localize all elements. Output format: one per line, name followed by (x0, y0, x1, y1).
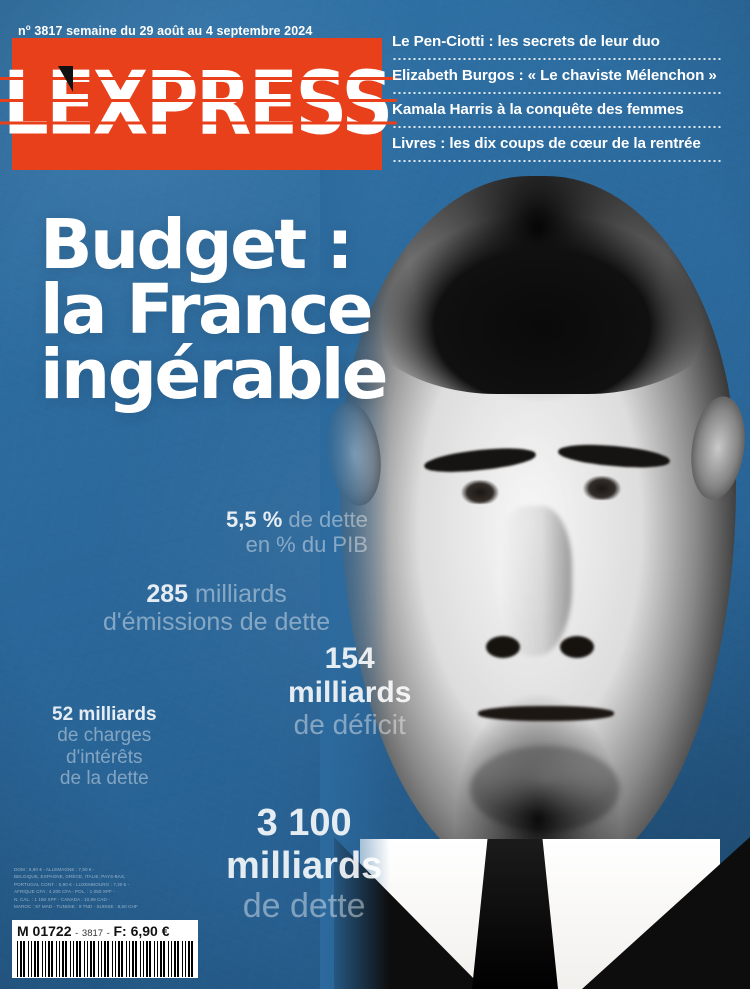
stat-dette-pib: 5,5 % de dette en % du PIB (226, 507, 368, 557)
teaser-list: Le Pen-Ciotti : les secrets de leur duo … (392, 26, 722, 162)
headline-line-2: la France (40, 269, 374, 350)
stat-label: de dette (242, 887, 366, 926)
portrait-eye-left (448, 480, 512, 504)
price-line: BELGIQUE, ESPAGNE, GRÈCE, ITALIE, PAYS-B… (14, 874, 126, 880)
barcode-separator: - (75, 928, 79, 939)
stat-label: d'émissions de dette (103, 608, 331, 636)
portrait-nostril-left (486, 636, 520, 658)
stat-label: milliards (78, 704, 157, 725)
portrait-suit-right (582, 837, 750, 989)
cover-price: F: 6,90 € (113, 923, 170, 939)
stat-label: de dette (288, 507, 368, 532)
masthead-logo[interactable]: LEXPRESS (0, 38, 397, 170)
cover-portrait-photo (320, 150, 750, 989)
teaser-headline[interactable]: Elizabeth Burgos : « Le chaviste Mélench… (392, 67, 717, 84)
stat-number: 52 (52, 704, 74, 725)
portrait-nostril-right (560, 636, 594, 658)
portrait-edge-fade (320, 150, 390, 989)
barcode-panel: M 01722 - 3817 - F: 6,90 € (12, 920, 198, 978)
stat-label: de charges (57, 725, 152, 747)
teaser-headline[interactable]: Livres : les dix coups de cœur de la ren… (392, 135, 701, 152)
stat-number: 154 (324, 642, 375, 675)
price-line: AFRIQUE CFA : 4 200 CFA - POL. : 1 050 X… (14, 889, 115, 895)
stat-label: milliards (195, 580, 287, 608)
issue-date-text: 3817 semaine du 29 août au 4 septembre 2… (30, 24, 313, 39)
stat-number: 3 100 (256, 802, 352, 844)
stat-deficit: 154 milliards de déficit (288, 642, 411, 741)
stat-emissions-dette: 285 milliards d'émissions de dette (103, 580, 330, 636)
stat-charges-interets: 52 milliards de charges d'intérêts de la… (52, 704, 157, 789)
price-line: PORTUGAL CONT. : 6,90 € - LUXEMBOURG : 7… (14, 881, 130, 887)
price-line: DOM : 6,90 € - ALLEMAGNE : 7,50 € - (14, 867, 95, 872)
masthead-apostrophe-mark (58, 66, 73, 92)
stat-label: en % du PIB (245, 531, 368, 557)
teaser-divider (392, 126, 722, 128)
teaser-divider (392, 160, 722, 162)
teaser-divider (392, 58, 722, 60)
issue-line: no 3817 semaine du 29 août au 4 septembr… (18, 23, 312, 38)
stat-number: 285 (146, 580, 189, 608)
portrait-tie (472, 839, 558, 989)
portrait-mouth (478, 706, 614, 721)
stat-dette-totale: 3 100 milliards de dette (226, 802, 382, 925)
price-line: MAROC : 57 MAD - TUNISIE : 9 TND - SUISS… (14, 904, 138, 910)
headline-line-1: Budget : (40, 205, 354, 285)
stat-number: 5,5 % (226, 507, 283, 532)
magazine-code: M 01722 (17, 923, 72, 939)
cover-headline: Budget : la France ingérable (40, 205, 389, 415)
portrait-chin (470, 746, 620, 832)
stat-label: de déficit (293, 709, 406, 741)
issue-prefix: n (18, 24, 26, 39)
international-price-list: DOM : 6,90 € - ALLEMAGNE : 7,50 € - BELG… (14, 866, 204, 911)
price-line: N. CAL. : 1 150 XPF - CANADA : 10,99 CAD… (14, 896, 110, 902)
teaser-divider (392, 92, 722, 94)
portrait-nose (496, 506, 572, 656)
barcode-bars (17, 941, 193, 977)
barcode-issue-number: 3817 (81, 928, 104, 939)
issue-ordinal-marker: o (25, 23, 31, 32)
stat-label: milliards (288, 675, 412, 709)
portrait-eye-right (570, 476, 634, 500)
barcode-separator: - (106, 928, 110, 939)
stat-label: de la dette (59, 767, 149, 789)
teaser-headline[interactable]: Le Pen-Ciotti : les secrets de leur duo (392, 33, 660, 50)
stat-label: d'intérêts (66, 746, 143, 768)
stat-label: milliards (226, 844, 383, 887)
headline-line-3: ingérable (40, 334, 389, 415)
barcode-caption: M 01722 - 3817 - F: 6,90 € (17, 923, 193, 939)
teaser-headline[interactable]: Kamala Harris à la conquête des femmes (392, 101, 684, 118)
portrait-hair (354, 154, 730, 394)
